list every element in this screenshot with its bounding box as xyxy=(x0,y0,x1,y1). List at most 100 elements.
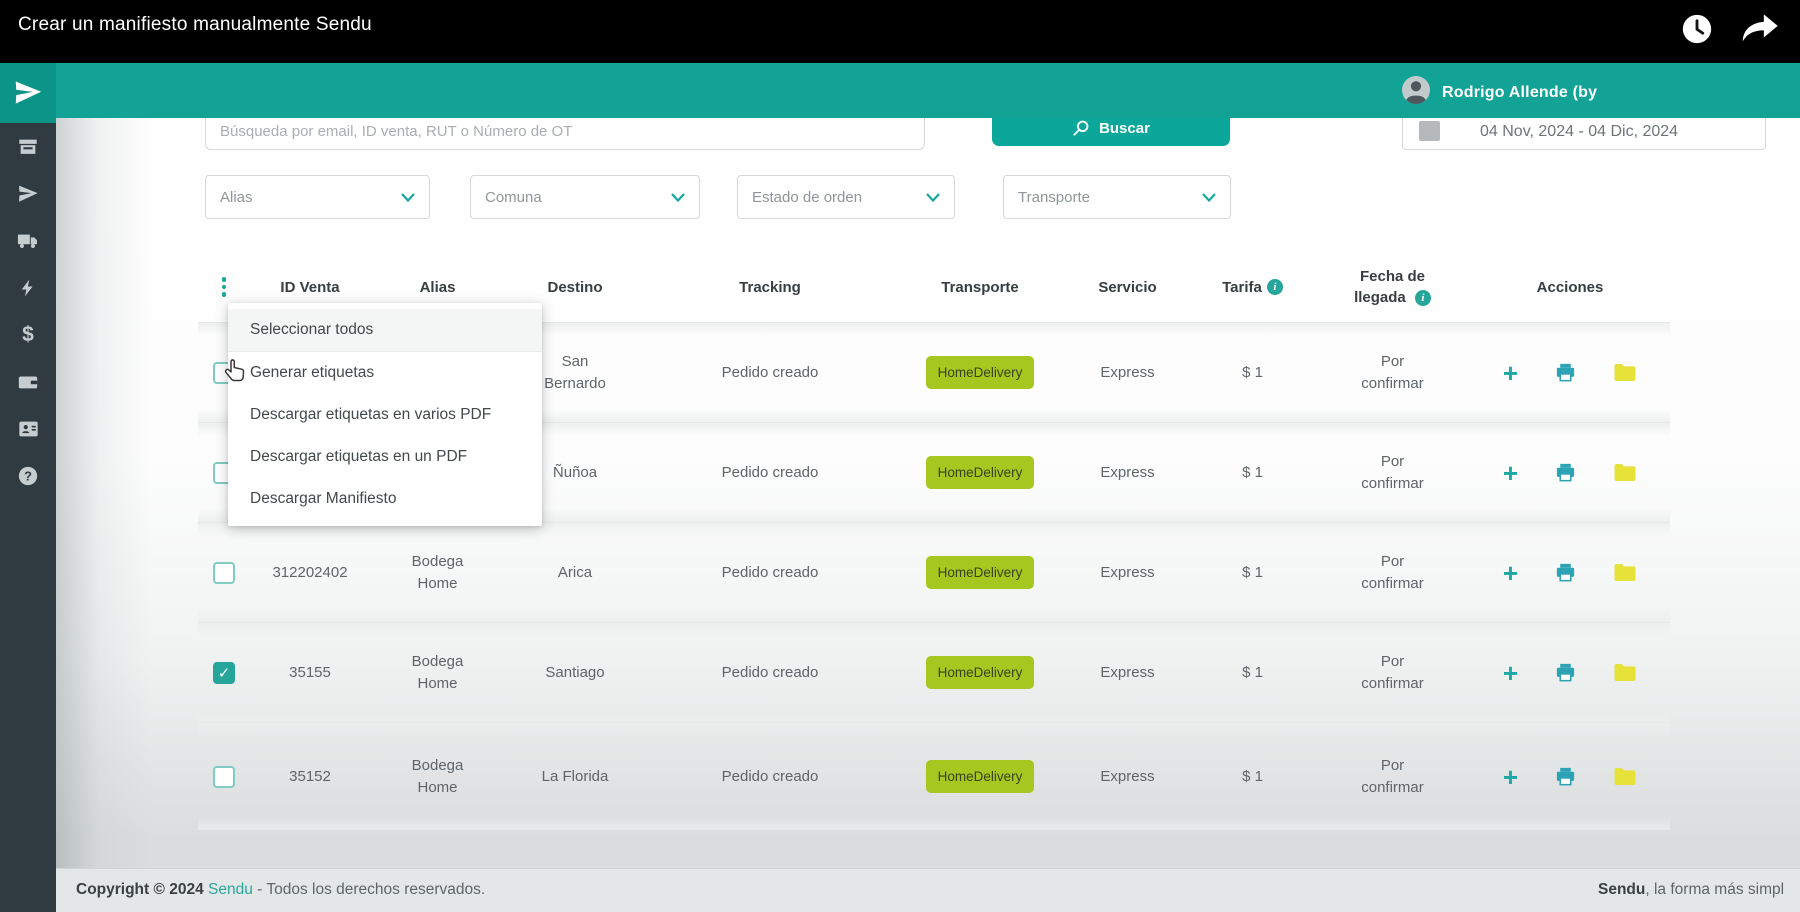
cell-servicio: Express xyxy=(1100,463,1155,481)
share-icon[interactable] xyxy=(1740,12,1780,46)
cell-id: 35155 xyxy=(289,663,331,681)
transporte-badge: HomeDelivery xyxy=(925,356,1035,389)
footer-tagline: Sendu, la forma más simpl xyxy=(1598,881,1785,898)
sendu-logo[interactable] xyxy=(0,63,56,123)
row-checkbox[interactable]: ✓ xyxy=(213,765,235,788)
cell-tracking: Pedido creado xyxy=(721,463,819,481)
cell-alias: Bodega Home xyxy=(411,652,464,692)
folder-icon[interactable] xyxy=(1613,766,1637,787)
cell-fecha: Por confirmar xyxy=(1361,652,1424,692)
video-topbar: Crear un manifiesto manualmente Sendu xyxy=(0,0,1800,63)
header-tarifa: Tarifa i xyxy=(1190,277,1315,298)
cell-tracking: Pedido creado xyxy=(721,363,819,381)
chevron-down-icon xyxy=(1202,192,1216,202)
chevron-down-icon xyxy=(401,192,415,202)
table-row: ✓ 35155 Bodega Home Santiago Pedido crea… xyxy=(198,622,1670,722)
transporte-badge: HomeDelivery xyxy=(925,760,1035,793)
table-row: ✓ 312202402 Bodega Home Arica Pedido cre… xyxy=(198,522,1670,622)
sidebar-item-automatizaciones[interactable] xyxy=(0,264,56,311)
print-icon[interactable] xyxy=(1554,361,1577,384)
folder-icon[interactable] xyxy=(1613,662,1637,683)
cell-servicio: Express xyxy=(1100,767,1155,785)
cell-tarifa: $ 1 xyxy=(1242,663,1263,681)
sidebar-item-envios[interactable] xyxy=(0,170,56,217)
footer-sendu-link[interactable]: Sendu xyxy=(208,881,253,898)
cell-fecha: Por confirmar xyxy=(1361,352,1424,392)
svg-text:?: ? xyxy=(24,468,32,483)
calendar-icon xyxy=(1419,121,1440,141)
bulk-actions-menu: Seleccionar todos Generar etiquetas Desc… xyxy=(228,303,542,526)
header-id-venta: ID Venta xyxy=(280,278,340,296)
filter-alias[interactable]: Alias xyxy=(205,175,430,219)
cell-servicio: Express xyxy=(1100,563,1155,581)
menu-item-descargar-etiquetas-un-pdf[interactable]: Descargar etiquetas en un PDF xyxy=(250,448,468,465)
filter-comuna[interactable]: Comuna xyxy=(470,175,700,219)
add-icon[interactable]: + xyxy=(1502,557,1519,588)
folder-icon[interactable] xyxy=(1613,362,1637,383)
print-icon[interactable] xyxy=(1554,765,1577,788)
sidebar-item-ayuda[interactable]: ? xyxy=(0,452,56,499)
cell-fecha: Por confirmar xyxy=(1361,452,1424,492)
add-icon[interactable]: + xyxy=(1502,657,1519,688)
bulk-actions-menu-icon[interactable] xyxy=(218,273,231,301)
table-row: ✓ 35152 Bodega Home La Florida Pedido cr… xyxy=(198,722,1670,830)
cell-alias: Bodega Home xyxy=(411,552,464,592)
user-menu[interactable]: Rodrigo Allende (by xyxy=(1400,74,1597,111)
menu-item-generar-etiquetas[interactable]: Generar etiquetas xyxy=(250,364,375,381)
cell-destino: San Bernardo xyxy=(544,352,606,392)
print-icon[interactable] xyxy=(1554,561,1577,584)
menu-item-seleccionar-todos[interactable]: Seleccionar todos xyxy=(228,309,542,352)
cell-tracking: Pedido creado xyxy=(721,767,819,785)
sidebar-item-contactos[interactable] xyxy=(0,405,56,452)
date-range-value: 04 Nov, 2024 - 04 Dic, 2024 xyxy=(1480,123,1679,140)
menu-item-descargar-etiquetas-varios-pdf[interactable]: Descargar etiquetas en varios PDF xyxy=(250,406,492,423)
folder-icon[interactable] xyxy=(1613,562,1637,583)
wallet-icon xyxy=(18,376,38,388)
row-checkbox[interactable]: ✓ xyxy=(213,561,235,584)
truck-icon xyxy=(17,234,37,248)
bolt-icon xyxy=(21,279,33,296)
print-icon[interactable] xyxy=(1554,461,1577,484)
row-checkbox[interactable]: ✓ xyxy=(213,661,235,684)
chevron-down-icon xyxy=(671,192,685,202)
filter-transporte[interactable]: Transporte xyxy=(1003,175,1231,219)
send-icon xyxy=(19,185,38,202)
cell-fecha: Por confirmar xyxy=(1361,756,1424,796)
header-alias: Alias xyxy=(419,278,456,296)
header-servicio: Servicio xyxy=(1098,278,1157,296)
help-icon: ? xyxy=(18,466,38,485)
cell-servicio: Express xyxy=(1100,363,1155,381)
sidebar-item-transporte[interactable] xyxy=(0,217,56,264)
info-icon[interactable]: i xyxy=(1414,290,1431,307)
header-destino: Destino xyxy=(547,278,603,296)
footer-copyright: Copyright © 2024 Sendu - Todos los derec… xyxy=(76,881,486,898)
cell-destino: Arica xyxy=(557,563,593,581)
sidebar-item-billetera[interactable] xyxy=(0,358,56,405)
add-icon[interactable]: + xyxy=(1502,761,1519,792)
cell-fecha: Por confirmar xyxy=(1361,552,1424,592)
sidebar-item-store[interactable] xyxy=(0,123,56,170)
dollar-icon: $ xyxy=(22,322,34,346)
cell-servicio: Express xyxy=(1100,663,1155,681)
print-icon[interactable] xyxy=(1554,661,1577,684)
sidebar-item-pagos[interactable]: $ xyxy=(0,311,56,358)
folder-icon[interactable] xyxy=(1613,462,1637,483)
cell-tarifa: $ 1 xyxy=(1242,463,1263,481)
chevron-down-icon xyxy=(926,192,940,202)
user-name: Rodrigo Allende (by xyxy=(1442,83,1598,101)
cell-tarifa: $ 1 xyxy=(1242,363,1263,381)
header-transporte: Transporte xyxy=(941,278,1019,296)
menu-item-descargar-manifiesto[interactable]: Descargar Manifiesto xyxy=(250,490,397,507)
info-icon[interactable]: i xyxy=(1266,279,1283,295)
contacts-icon xyxy=(18,421,38,436)
header-acciones: Acciones xyxy=(1536,278,1604,296)
watch-later-icon[interactable] xyxy=(1680,12,1714,46)
cell-alias: Bodega Home xyxy=(411,756,464,796)
add-icon[interactable]: + xyxy=(1502,457,1519,488)
filter-estado-de-orden[interactable]: Estado de orden xyxy=(737,175,955,219)
avatar-icon xyxy=(1400,74,1432,111)
search-icon xyxy=(1073,120,1089,136)
transporte-badge: HomeDelivery xyxy=(925,456,1035,489)
add-icon[interactable]: + xyxy=(1502,357,1519,388)
send-logo-icon xyxy=(15,81,42,104)
